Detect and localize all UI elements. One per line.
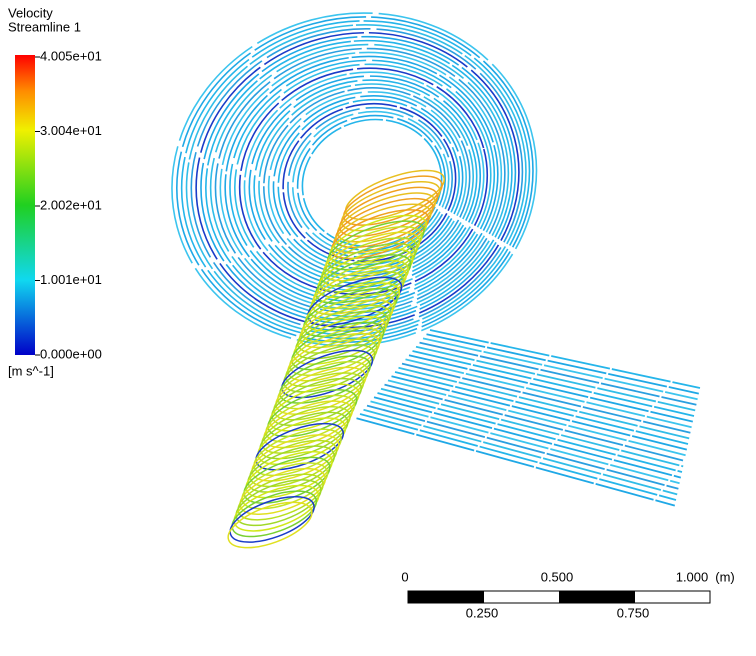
- legend-tick-label: 4.005e+01: [40, 48, 102, 63]
- legend-tick-label: 1.001e+01: [40, 272, 102, 287]
- outlet-streamline: [426, 333, 699, 395]
- volute-streamline: [180, 20, 531, 340]
- scale-label: 1.000: [676, 569, 709, 584]
- tube-streamline: [263, 400, 353, 449]
- outlet-streamline: [394, 371, 689, 445]
- outlet-streamline: [401, 362, 691, 434]
- legend-ticks: 4.005e+01 3.004e+01 2.002e+01 1.001e+01 0.00…: [35, 48, 102, 361]
- tube-streamline: [271, 377, 362, 427]
- legend-tick-label: 3.004e+01: [40, 123, 102, 138]
- volute-streamline: [272, 95, 464, 270]
- tube-streamline: [267, 389, 358, 438]
- volute-streamline: [258, 83, 474, 281]
- volute-streamline: [209, 43, 510, 318]
- tube-streamline: [227, 501, 313, 549]
- legend-title: Velocity: [8, 5, 53, 20]
- outlet-streamline: [373, 396, 682, 479]
- outlet-streamline: [384, 383, 685, 462]
- outlet-streamline: [398, 366, 690, 440]
- volute-streamline: [176, 16, 534, 343]
- scale-bar: [407, 590, 711, 604]
- legend-tick-label: 0.000e+00: [40, 346, 102, 361]
- outlet-streamline: [391, 375, 688, 451]
- tube-streamline: [239, 467, 327, 516]
- outlet-streamline: [359, 413, 677, 501]
- scale-unit: (m): [715, 569, 735, 584]
- volute-streamline: [253, 79, 478, 285]
- outlet-streamline: [370, 400, 680, 485]
- outlet-streamline: [356, 417, 676, 507]
- volute-streamline: [277, 98, 460, 266]
- tube-streamline: [229, 495, 315, 543]
- tube-streamline: [235, 479, 322, 527]
- scale-label: 0.250: [466, 605, 499, 620]
- scale-label: 0.500: [541, 569, 574, 584]
- streamlines: [171, 12, 701, 549]
- scale-label: 0: [401, 569, 408, 584]
- scale-label: 0.750: [617, 605, 650, 620]
- volute-streamline: [296, 114, 446, 251]
- volute-streamline: [205, 39, 513, 321]
- legend-unit: [m s^-1]: [8, 363, 54, 378]
- outlet-streamline: [419, 341, 697, 406]
- legend-tick-label: 2.002e+01: [40, 197, 102, 212]
- outlet-streamline: [363, 408, 678, 496]
- volute-streamline: [185, 24, 527, 336]
- volute-streamline: [171, 12, 538, 347]
- scale-bar-segment: [408, 591, 484, 603]
- outlet-streamline: [429, 329, 701, 389]
- outlet-streamline: [408, 354, 694, 423]
- color-bar: [15, 55, 35, 355]
- outlet-streamline: [387, 379, 686, 457]
- volute-streamline: [195, 31, 520, 329]
- tube-streamline: [233, 484, 320, 532]
- legend-subtitle: Streamline 1: [8, 19, 81, 34]
- outlet-streamline: [415, 345, 696, 412]
- outlet-streamline: [380, 387, 684, 468]
- volute-streamline: [243, 71, 485, 292]
- volute-streamline: [248, 75, 482, 288]
- volute-streamline: [282, 102, 457, 262]
- tube-streamline: [231, 490, 318, 538]
- outlet-streamline: [377, 392, 683, 473]
- scale-bar-segment: [559, 591, 635, 603]
- volute-streamline: [200, 35, 517, 325]
- volute-streamline: [190, 27, 524, 332]
- outlet-streamline: [422, 337, 698, 401]
- tube-streamline: [237, 473, 324, 521]
- outlet-streamline: [405, 358, 692, 429]
- outlet-streamline: [412, 350, 695, 417]
- outlet-streamline: [366, 404, 679, 490]
- tube-streamline: [269, 383, 360, 432]
- tube-streamline: [265, 394, 356, 443]
